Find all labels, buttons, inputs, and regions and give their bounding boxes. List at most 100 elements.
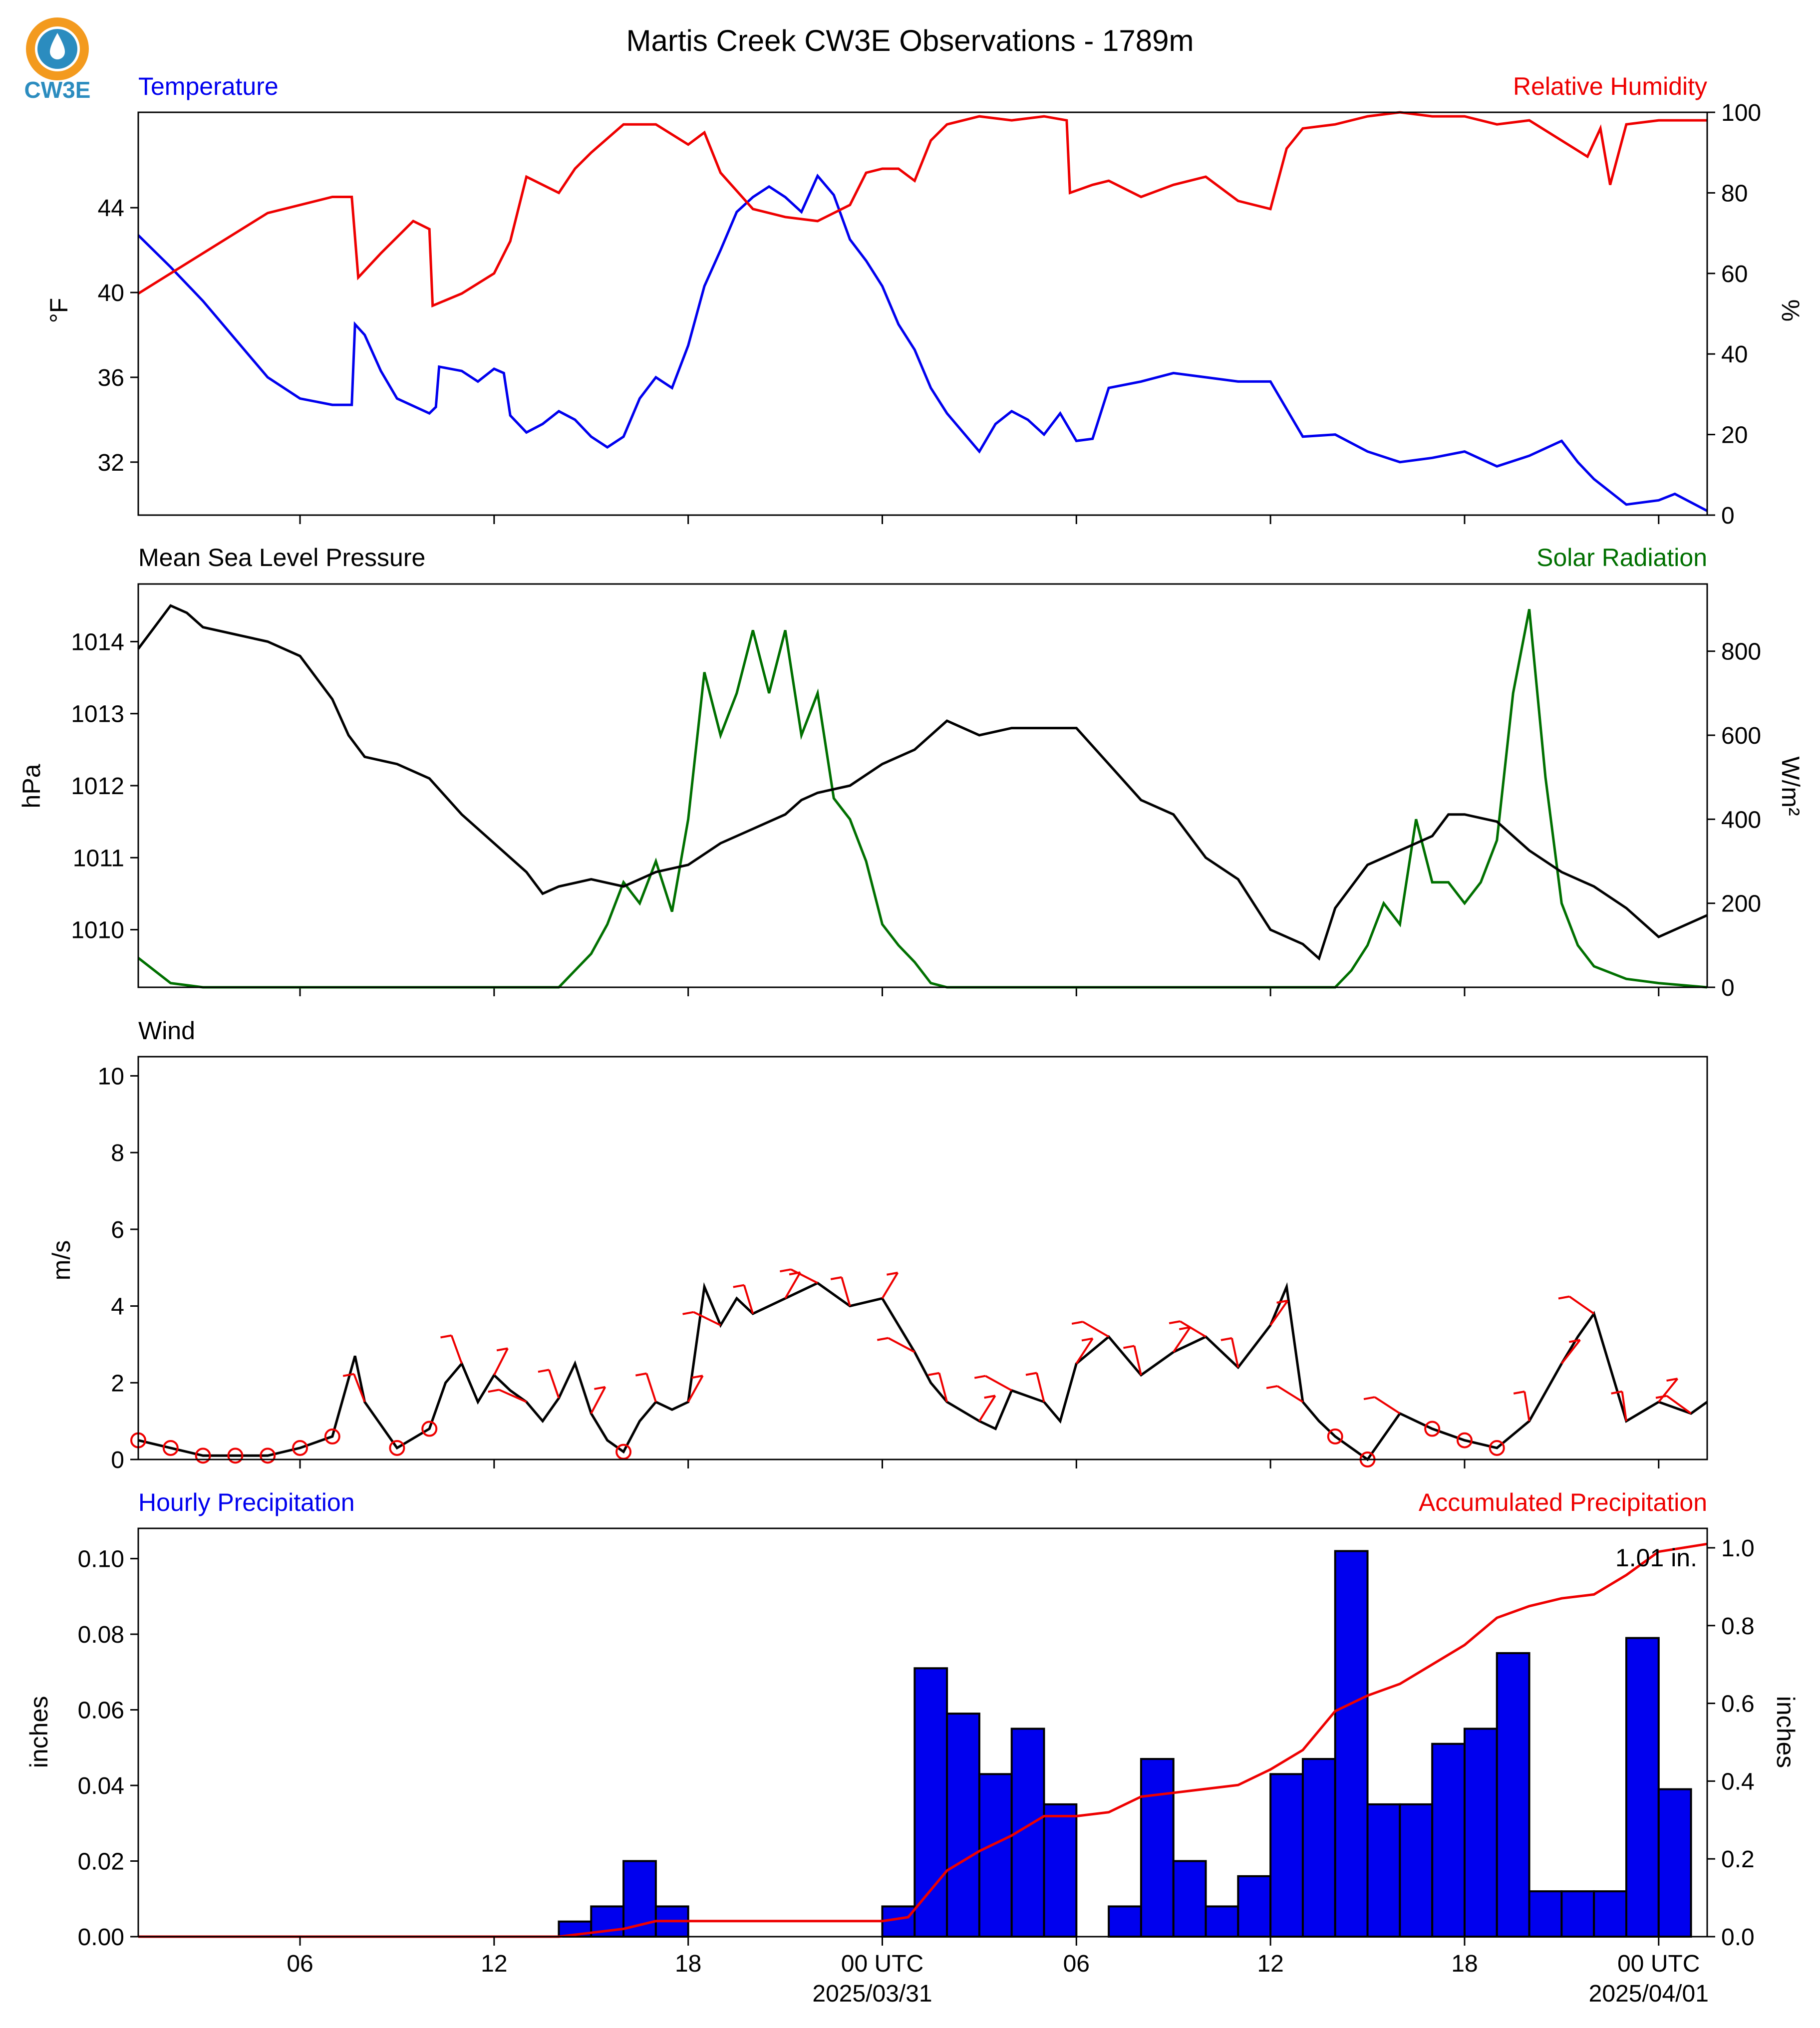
wind-barb-flag [342, 1373, 354, 1377]
x-tick-label: 18 [675, 1951, 701, 1977]
right-tick-label: 0 [1721, 975, 1735, 1001]
wind-barb-flag [974, 1375, 986, 1379]
wind-barb-flag [887, 1271, 898, 1276]
left-tick-label: 0.06 [78, 1698, 124, 1724]
x-tick-label: 18 [1451, 1951, 1478, 1977]
wind-barb-staff [1180, 1320, 1207, 1338]
wind-barb-flag [1081, 1337, 1093, 1342]
right-tick-label: 0.6 [1721, 1691, 1755, 1718]
solar-title: Solar Radiation [1536, 544, 1707, 572]
wind-barb-flag [594, 1386, 606, 1390]
precip-bar [913, 1667, 948, 1938]
precip-bar [1399, 1803, 1434, 1938]
left-tick-label: 0.02 [78, 1849, 124, 1875]
temperature-unit: °F [45, 298, 73, 323]
wind-barb-staff [499, 1389, 527, 1403]
x-tick-label: 00 UTC [1617, 1951, 1700, 1977]
precip-bar [1043, 1803, 1078, 1938]
precip-bar [1334, 1550, 1369, 1938]
wind-barb-staff [1621, 1391, 1627, 1422]
hourly-precip-title: Hourly Precipitation [138, 1488, 355, 1516]
wind-barb-staff [881, 1272, 899, 1299]
hourly-precip-bars [558, 1550, 1692, 1938]
wind-barb-flag [1363, 1396, 1375, 1401]
wind-unit: m/s [47, 1240, 75, 1281]
left-tick-label: 1012 [71, 773, 124, 800]
left-tick-label: 0 [111, 1447, 124, 1473]
left-tick-label: 1014 [71, 629, 124, 655]
right-tick-label: 400 [1721, 807, 1761, 833]
wind-barb-flag [1179, 1326, 1191, 1331]
calm-wind-circle [324, 1428, 340, 1445]
wind-panel: Wind m/s 0 2 4 6 8 10 [47, 1017, 1708, 1473]
precip-bar [1237, 1875, 1272, 1938]
wind-barb-staff [841, 1277, 851, 1307]
temperature-ticks: 32 36 40 44 [98, 195, 138, 476]
calm-wind-circle [1456, 1432, 1473, 1449]
right-tick-label: 800 [1721, 639, 1761, 665]
wind-barb-flag [830, 1276, 842, 1280]
right-tick-label: 0.0 [1721, 1924, 1755, 1951]
right-tick-label: 0.8 [1721, 1613, 1755, 1640]
left-tick-label: 0.10 [78, 1546, 124, 1573]
right-tick-label: 100 [1721, 100, 1761, 126]
wind-barb-staff [985, 1375, 1012, 1392]
right-tick-label: 20 [1721, 422, 1748, 449]
calm-wind-circle [227, 1448, 244, 1464]
wind-barb-staff [790, 1268, 818, 1284]
accum-precip-title: Accumulated Precipitation [1419, 1488, 1707, 1516]
right-tick-label: 40 [1721, 341, 1748, 368]
left-tick-label: 1011 [73, 845, 124, 871]
wind-barb-flag [1220, 1337, 1232, 1341]
x-tick-label: 06 [1063, 1951, 1090, 1977]
hourly-precip-ticks: 0.00 0.02 0.04 0.06 0.08 0.10 [78, 1546, 138, 1951]
wind-barb-staff [590, 1386, 607, 1414]
calm-wind-circle [1327, 1428, 1343, 1445]
accum-precip-line [138, 1542, 1708, 1938]
p3-x-ticks [299, 1459, 1660, 1468]
wind-speed-line [138, 1281, 1708, 1461]
precip-bar [1108, 1905, 1142, 1938]
precip-bar [1301, 1758, 1336, 1938]
temp-rh-frame [137, 111, 1708, 516]
logo-text: CW3E [24, 77, 91, 103]
wind-barb-staff [693, 1311, 721, 1326]
wind-barb-staff [1133, 1346, 1142, 1376]
wind-barb-staff [1523, 1391, 1530, 1422]
wind-barb-flag [1276, 1299, 1288, 1304]
wind-barb-flag [682, 1311, 694, 1315]
precip-bar [1593, 1890, 1627, 1938]
left-tick-label: 1013 [71, 701, 124, 728]
precip-frame [137, 1527, 1708, 1938]
precip-bar [946, 1713, 980, 1938]
precip-bar [1431, 1742, 1466, 1938]
pressure-unit: hPa [17, 764, 45, 808]
humidity-unit: % [1777, 299, 1805, 321]
wind-barb-staff [784, 1272, 801, 1299]
left-tick-label: 0.04 [78, 1773, 124, 1799]
left-tick-label: 40 [98, 280, 124, 306]
p4-x-ticks: 06 12 18 00 UTC 2025/03/31 06 12 18 00 UTC 2025/0… [287, 1937, 1709, 2007]
precip-bar [1366, 1803, 1401, 1938]
wind-barb-staff [645, 1373, 657, 1403]
wind-barb-flag [635, 1372, 647, 1377]
left-tick-label: 0.00 [78, 1924, 124, 1951]
wind-barb-staff [1374, 1396, 1401, 1415]
wind-barb-flag [984, 1395, 996, 1399]
x-tick-label: 00 UTC [841, 1951, 923, 1977]
calm-wind-circle [195, 1448, 211, 1464]
wind-barb-flag [928, 1372, 939, 1376]
wind-barb-staff [938, 1373, 948, 1403]
right-tick-label: 0.4 [1721, 1768, 1755, 1795]
wind-barb-flag [780, 1268, 791, 1273]
pressure-solar-panel: Mean Sea Level Pressure Solar Radiation … [17, 544, 1805, 1001]
temperature-line [137, 173, 1708, 512]
left-tick-label: 4 [111, 1294, 124, 1320]
wind-barb-flag [440, 1334, 452, 1339]
x-tick-label: 12 [481, 1951, 507, 1977]
wind-barb-staff [1082, 1321, 1110, 1338]
precip-panel: Hourly Precipitation Accumulated Precipi… [25, 1488, 1800, 2007]
wind-barb-staff [1560, 1339, 1581, 1365]
left-tick-label: 10 [98, 1063, 124, 1090]
left-tick-label: 8 [111, 1140, 124, 1166]
